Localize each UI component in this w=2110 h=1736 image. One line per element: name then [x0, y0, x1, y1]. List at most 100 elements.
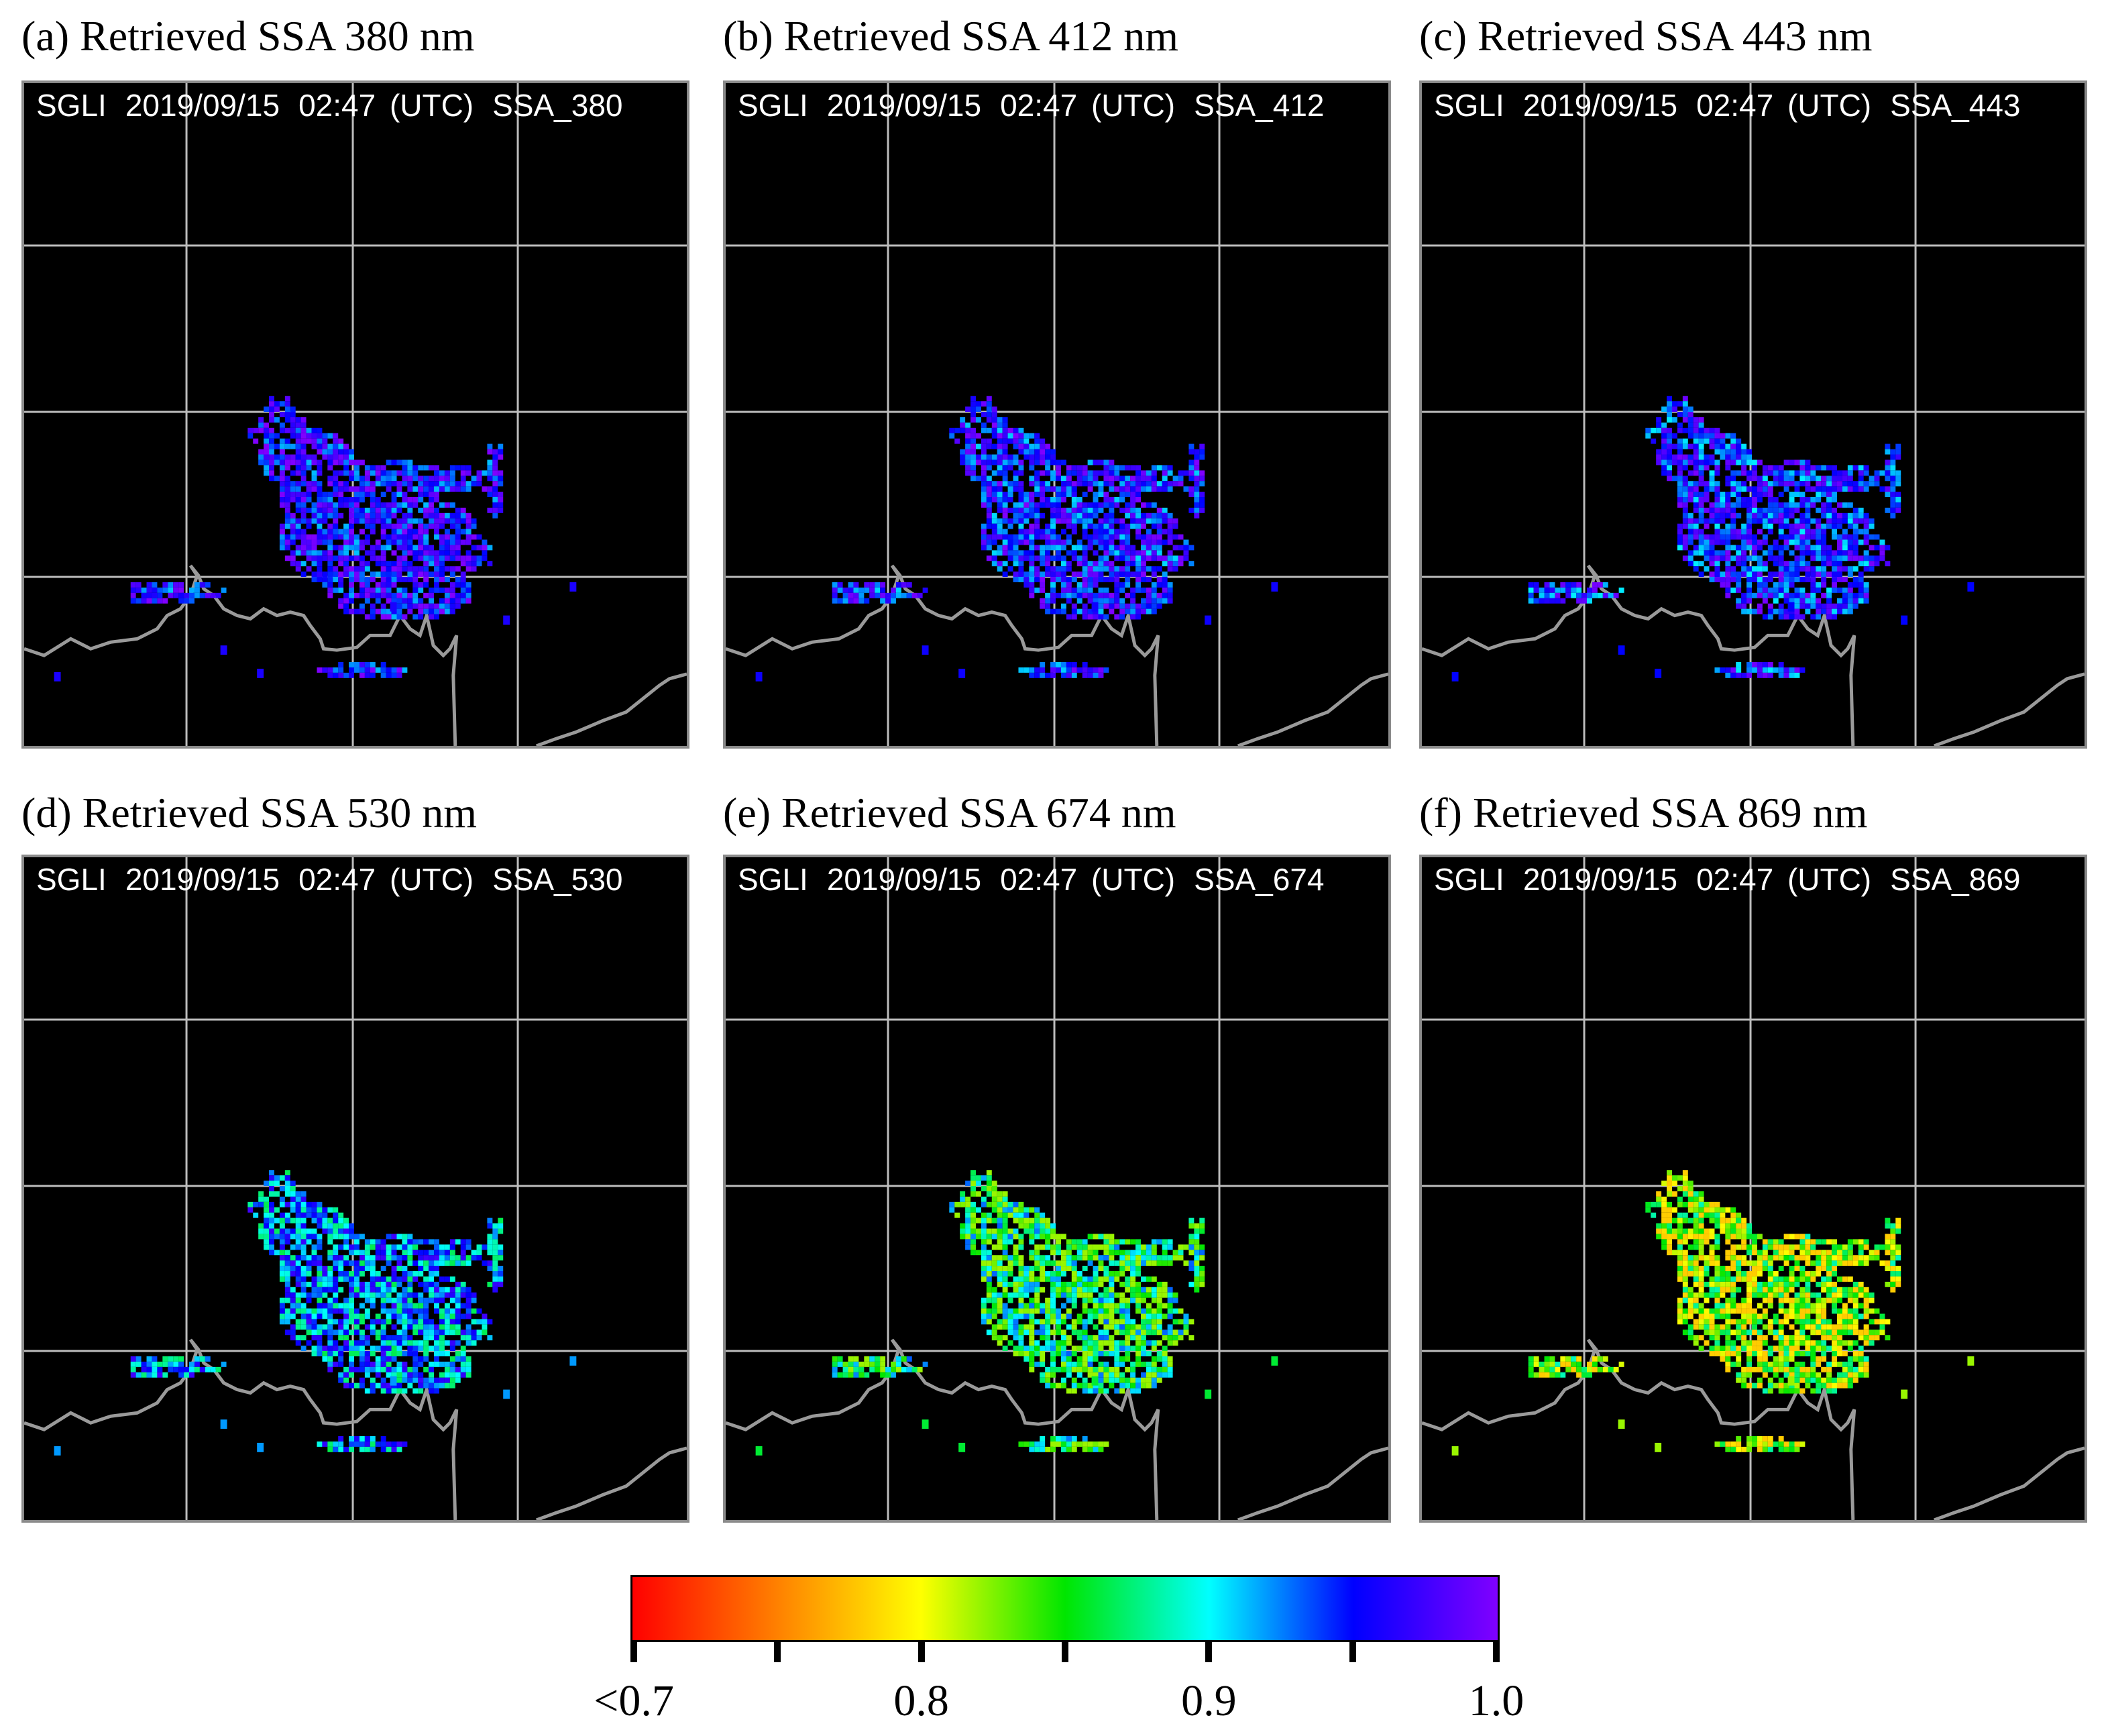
ssa-pixel	[375, 1271, 381, 1277]
ssa-pixel	[1821, 561, 1827, 567]
ssa-pixel	[1677, 545, 1683, 551]
ssa-pixel	[1066, 566, 1072, 572]
ssa-pixel	[269, 470, 274, 476]
ssa-pixel	[1060, 566, 1066, 572]
ssa-pixel	[1682, 502, 1688, 508]
ssa-pixel	[333, 1217, 339, 1224]
ssa-pixel	[295, 1201, 301, 1207]
ssa-pixel	[434, 1292, 439, 1298]
ssa-pixel	[264, 1207, 270, 1213]
ssa-pixel	[1767, 512, 1773, 519]
ssa-pixel	[434, 507, 439, 513]
ssa-pixel	[1140, 486, 1146, 492]
ssa-pixel	[295, 1276, 301, 1282]
ssa-pixels	[54, 396, 577, 682]
ssa-pixel	[423, 1239, 429, 1245]
ssa-pixel	[327, 449, 333, 455]
ssa-pixel	[423, 577, 429, 582]
ssa-pixel	[429, 545, 435, 551]
ssa-pixel	[981, 1228, 987, 1234]
ssa-pixel	[1885, 476, 1891, 482]
ssa-pixel	[327, 1234, 333, 1240]
ssa-pixel	[1677, 497, 1683, 502]
ssa-pixel	[1023, 1217, 1030, 1224]
ssa-pixel	[1682, 459, 1688, 466]
ssa-pixel	[402, 1340, 408, 1346]
ssa-pixel	[1093, 1287, 1099, 1293]
ssa-pixel	[152, 1361, 158, 1367]
ssa-pixel	[1571, 587, 1577, 593]
ssa-pixel	[981, 1255, 987, 1261]
ssa-pixel	[391, 667, 397, 673]
ssa-pixel	[1816, 534, 1822, 540]
ssa-pixel	[1023, 1330, 1030, 1336]
ssa-pixel	[1178, 481, 1184, 487]
ssa-pixel	[449, 1244, 455, 1250]
ssa-pixel	[1034, 1308, 1040, 1314]
ssa-pixel	[997, 417, 1003, 423]
ssa-pixel	[306, 566, 312, 572]
ssa-pixel	[402, 1335, 408, 1341]
ssa-pixel	[1082, 1335, 1088, 1341]
ssa-pixel	[1018, 1255, 1024, 1261]
ssa-pixel	[1821, 465, 1827, 471]
ssa-pixel	[1720, 572, 1726, 578]
ssa-pixel	[1799, 603, 1806, 609]
ssa-pixel	[199, 592, 205, 598]
ssa-pixel	[1576, 592, 1582, 598]
ssa-pixel	[981, 1217, 987, 1224]
ssa-pixel	[317, 1266, 323, 1272]
ssa-pixel	[455, 592, 461, 598]
ssa-pixel	[991, 518, 997, 524]
ssa-pixel	[1093, 1313, 1099, 1319]
ssa-pixel	[1709, 539, 1715, 545]
ssa-pixel	[380, 518, 386, 524]
ssa-pixel	[1167, 592, 1173, 598]
ssa-pixel	[1762, 492, 1768, 498]
ssa-pixel	[418, 1281, 424, 1287]
ssa-pixel	[1056, 1308, 1061, 1314]
ssa-pixel	[375, 481, 381, 487]
ssa-pixel	[205, 582, 211, 588]
panel-title-c: (c) Retrieved SSA 443 nm	[1419, 12, 1873, 60]
ssa-pixel	[205, 592, 211, 598]
ssa-pixel	[1156, 523, 1162, 529]
ssa-pixel	[1050, 529, 1056, 535]
ssa-pixel	[1050, 582, 1056, 588]
ssa-pixel	[1146, 1361, 1152, 1367]
ssa-pixel	[986, 497, 992, 502]
ssa-pixel	[391, 1340, 397, 1346]
ssa-pixel	[1709, 502, 1715, 508]
ssa-pixel	[269, 1212, 274, 1218]
ssa-pixel	[407, 592, 413, 598]
ssa-pixel	[322, 582, 328, 588]
ssa-pixel	[1050, 512, 1056, 519]
ssa-pixel	[1773, 667, 1779, 673]
ssa-pixel	[1805, 592, 1811, 598]
ssa-pixel	[1093, 1308, 1099, 1314]
ssa-pixel	[1013, 486, 1019, 492]
ssa-pixel	[338, 454, 344, 460]
ssa-pixel	[1151, 1260, 1157, 1266]
ssa-pixel	[1687, 561, 1693, 567]
ssa-pixel	[359, 577, 365, 582]
ssa-pixel	[1076, 608, 1082, 614]
ssa-pixel	[1034, 1228, 1040, 1234]
ssa-pixel	[1858, 481, 1864, 487]
ssa-pixel	[274, 454, 280, 460]
ssa-pixel	[1752, 592, 1757, 598]
ssa-pixel	[290, 459, 296, 466]
ssa-pixel	[1023, 1292, 1030, 1298]
ssa-pixel	[1034, 1287, 1040, 1293]
ssa-pixel	[1183, 1244, 1189, 1250]
ssa-pixel	[370, 1303, 376, 1309]
ssa-pixel	[1130, 1250, 1136, 1256]
ssa-pixel	[412, 1330, 419, 1336]
ssa-pixel	[396, 1297, 402, 1303]
ssa-pixel	[412, 1366, 419, 1372]
ssa-pixel	[423, 1346, 429, 1352]
ssa-pixel	[1140, 598, 1146, 604]
ssa-pixel	[317, 1281, 323, 1287]
ssa-pixel	[1783, 523, 1789, 529]
ssa-pixel	[981, 476, 987, 482]
